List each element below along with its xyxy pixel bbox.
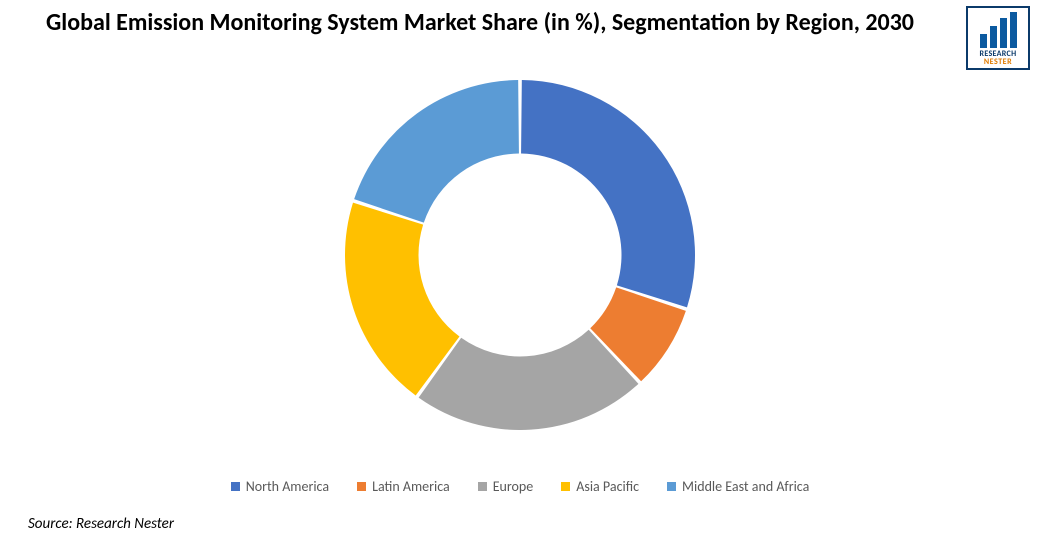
legend-item: North America: [231, 478, 329, 495]
legend-item: Middle East and Africa: [667, 478, 809, 495]
legend-label: Europe: [493, 478, 534, 495]
legend-item: Europe: [478, 478, 534, 495]
chart-container: Global Emission Monitoring System Market…: [0, 0, 1040, 545]
chart-legend: North America Latin America Europe Asia Pac…: [0, 478, 1040, 495]
source-attribution: Source: Research Nester: [28, 515, 174, 533]
legend-label: North America: [246, 478, 329, 495]
donut-slice: [354, 80, 519, 223]
brand-logo: RESEARCH NESTER: [966, 6, 1030, 70]
legend-swatch: [561, 482, 570, 491]
legend-swatch: [478, 482, 487, 491]
legend-swatch: [231, 482, 240, 491]
donut-slice: [521, 80, 695, 307]
bar-chart-icon: [980, 12, 1017, 48]
legend-label: Latin America: [372, 478, 450, 495]
legend-label: Middle East and Africa: [682, 478, 809, 495]
legend-item: Asia Pacific: [561, 478, 639, 495]
logo-text-2: NESTER: [984, 58, 1012, 66]
legend-swatch: [667, 482, 676, 491]
chart-title: Global Emission Monitoring System Market…: [0, 8, 960, 37]
legend-item: Latin America: [357, 478, 450, 495]
legend-label: Asia Pacific: [576, 478, 639, 495]
donut-chart: [0, 80, 1040, 430]
legend-swatch: [357, 482, 366, 491]
